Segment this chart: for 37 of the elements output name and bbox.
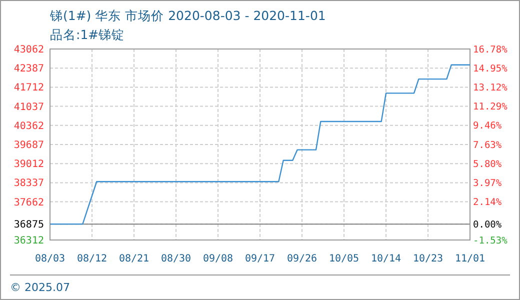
- y-tick-label: 41712: [14, 82, 44, 94]
- y-tick-label: 37662: [14, 197, 44, 208]
- x-tick-label: 09/08: [202, 254, 234, 264]
- x-tick-label: 09/26: [286, 254, 318, 264]
- x-tick-label: 10/23: [412, 254, 444, 264]
- chart-subtitle: 品名:1#锑锭: [50, 27, 125, 42]
- x-tick-label: 10/05: [328, 254, 360, 264]
- y2-tick-label: -1.53%: [473, 235, 508, 246]
- text: © 2025.07: [10, 281, 70, 294]
- x-tick-label: 11/01: [454, 254, 486, 264]
- x-tick-label: 08/30: [160, 254, 192, 264]
- y2-tick-label: 13.12%: [473, 82, 508, 94]
- line-series: [49, 64, 471, 225]
- y-tick-label: 42387: [14, 64, 44, 75]
- y2-tick-label: 0.00%: [473, 219, 502, 230]
- y2-tick-label: 9.46%: [473, 120, 502, 132]
- x-tick-label: 10/14: [370, 254, 402, 264]
- x-tick-label: 09/17: [244, 254, 276, 264]
- y-tick-label: 36875: [14, 220, 44, 231]
- y-tick-label: 38337: [14, 178, 44, 190]
- y2-tick-label: 11.29%: [473, 102, 508, 113]
- y2-tick-label: 14.95%: [473, 63, 508, 74]
- y2-tick-label: 16.78%: [473, 44, 508, 56]
- y2-tick-label: 5.80%: [473, 158, 502, 170]
- x-tick-label: 08/12: [76, 254, 108, 264]
- y2-tick-label: 3.97%: [473, 178, 502, 189]
- chart-title: 锑(1#) 华东 市场价 2020-08-03 - 2020-11-01: [49, 8, 326, 23]
- x-tick-label: 08/21: [118, 254, 150, 264]
- y2-tick-label: 7.63%: [473, 140, 502, 151]
- x-tick-label: 08/03: [34, 254, 66, 264]
- y-tick-label: 39012: [14, 159, 44, 170]
- y-tick-label: 40362: [14, 120, 44, 132]
- y-tick-label: 39687: [14, 140, 44, 151]
- y-tick-label: 43062: [14, 44, 44, 56]
- y2-tick-label: 2.14%: [473, 197, 502, 208]
- y-tick-label: 36312: [14, 236, 44, 246]
- y-tick-label: 41037: [14, 102, 44, 113]
